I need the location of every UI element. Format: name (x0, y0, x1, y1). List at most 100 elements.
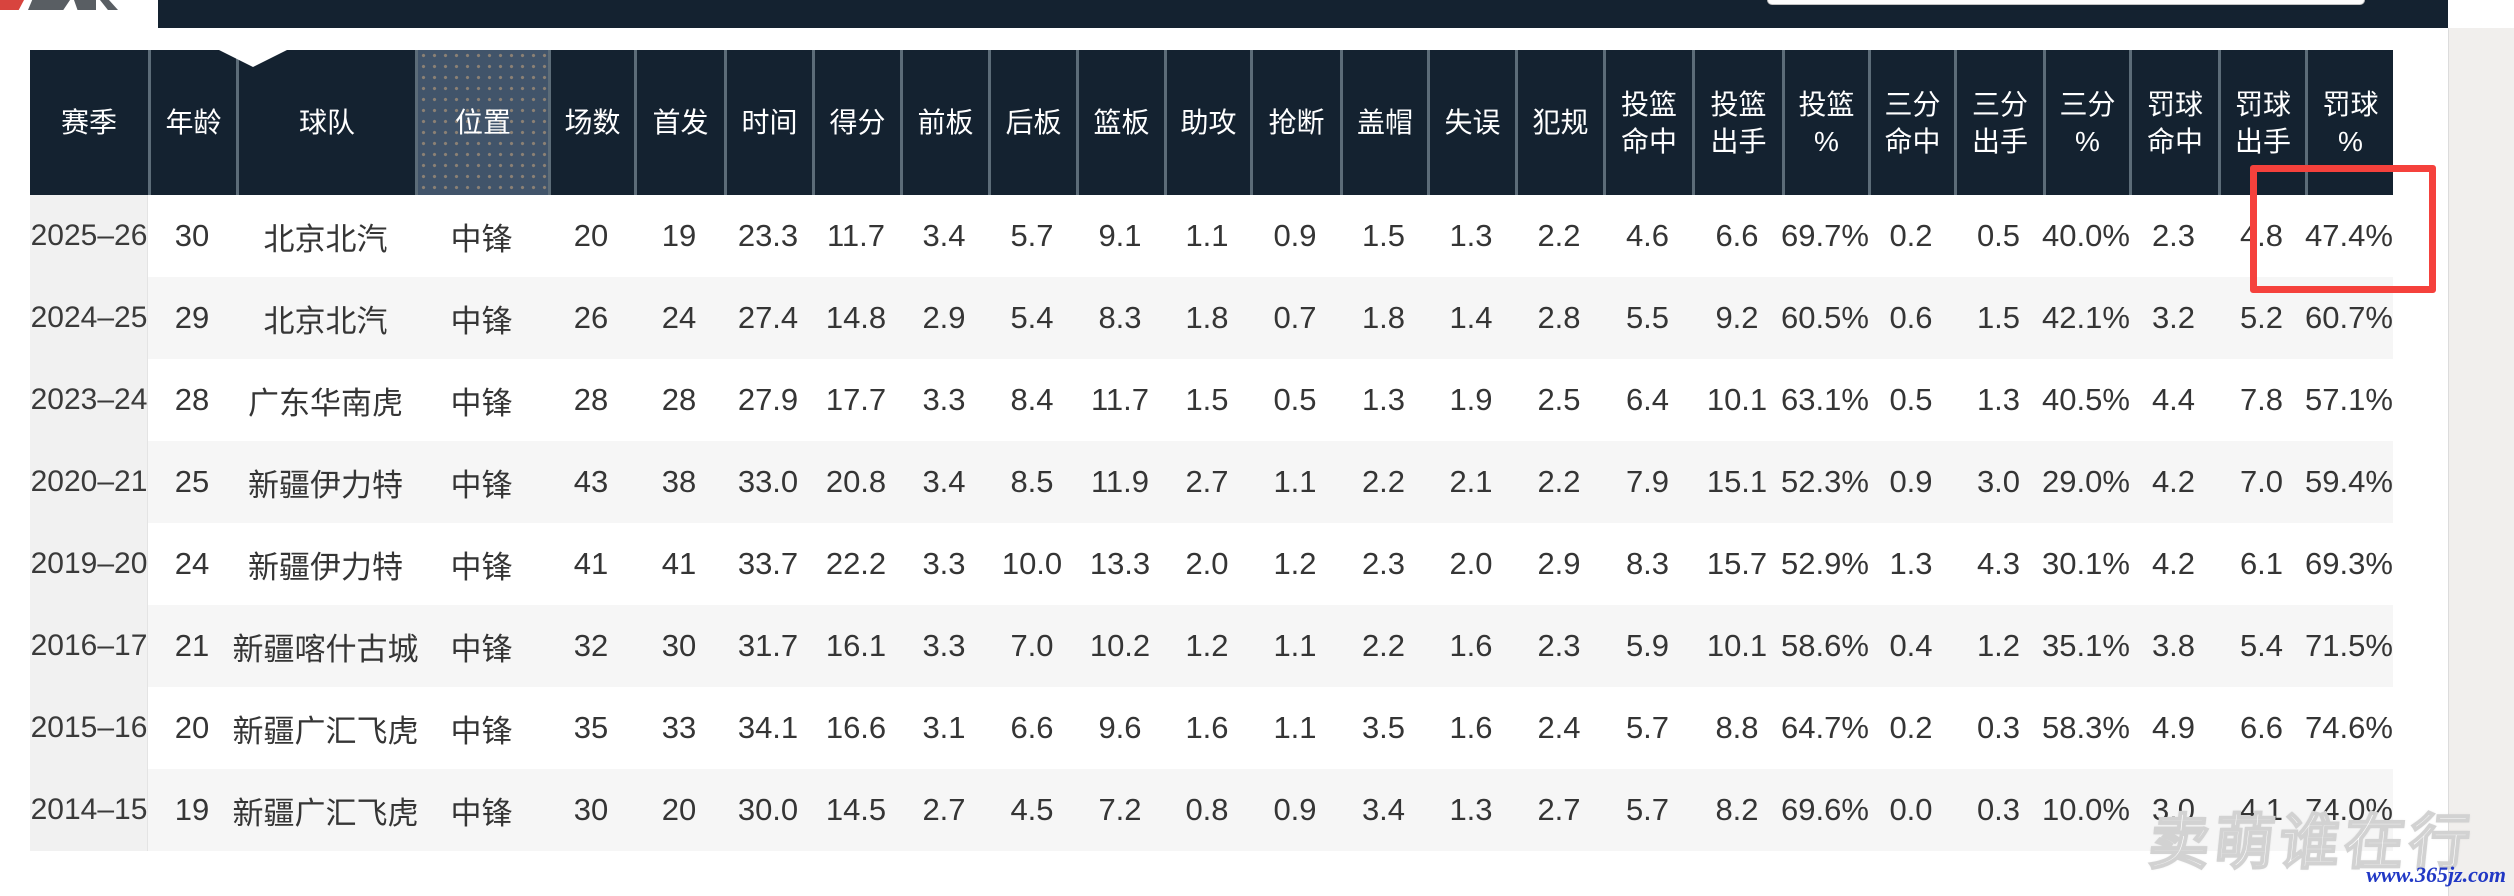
stat-cell: 0.2 (1889, 710, 1933, 745)
column-header-22[interactable]: 三分 % (2043, 50, 2129, 195)
column-header-7[interactable]: 时间 (724, 50, 812, 195)
column-header-15[interactable]: 失误 (1427, 50, 1515, 195)
stat-cell: 26 (573, 300, 609, 335)
stat-cell: 3.0 (1976, 464, 2021, 499)
season-cell: 2015–16 (30, 687, 148, 769)
site-logo[interactable] (0, 0, 120, 10)
stat-cell: 58.3% (2042, 710, 2130, 745)
stat-cell: 2.7 (1185, 464, 1229, 499)
table-row: 2019–20 24 新疆伊力特 中锋 41 41 33.7 22.2 3.3 10.0 13.3 2… (30, 523, 2393, 605)
column-header-13[interactable]: 抢断 (1250, 50, 1340, 195)
column-header-1[interactable]: 赛季 (30, 50, 148, 195)
stat-cell: 4.9 (2151, 710, 2196, 745)
stat-cell: 34.1 (737, 710, 799, 745)
logo-gray-shape-icon (100, 0, 118, 10)
stat-cell: 27.9 (737, 382, 799, 417)
stat-cell: 11.7 (826, 218, 886, 253)
stat-cell: 0.5 (1976, 218, 2021, 253)
stat-cell: 69.7% (1781, 218, 1869, 253)
stat-cell: 8.2 (1715, 792, 1759, 827)
column-header-8[interactable]: 得分 (812, 50, 900, 195)
stat-cell: 6.6 (1715, 218, 1759, 253)
column-header-20[interactable]: 三分 命中 (1868, 50, 1954, 195)
column-header-12[interactable]: 助攻 (1164, 50, 1250, 195)
stat-cell: 中锋 (450, 631, 513, 667)
stat-cell: 24 (174, 546, 210, 581)
stat-cell: 4.6 (1625, 218, 1670, 253)
column-header-18[interactable]: 投篮 出手 (1692, 50, 1782, 195)
stat-cell: 0.9 (1273, 792, 1317, 827)
stat-cell: 1.1 (1273, 464, 1317, 499)
stat-cell: 1.2 (1273, 546, 1317, 581)
column-header-3[interactable]: 球队 (236, 50, 415, 195)
stat-cell: 23.3 (737, 218, 799, 253)
stat-cell: 58.6% (1781, 628, 1869, 663)
stat-cell: 1.3 (1361, 382, 1406, 417)
stat-cell: 5.5 (1625, 300, 1670, 335)
season-cell: 2023–24 (30, 359, 148, 441)
column-header-23[interactable]: 罚球 命中 (2129, 50, 2218, 195)
stat-cell: 4.1 (2239, 792, 2284, 827)
stat-cell: 5.4 (1010, 300, 1054, 335)
column-header-10[interactable]: 后板 (988, 50, 1076, 195)
stat-cell: 3.3 (922, 382, 966, 417)
stat-cell: 35.1% (2042, 628, 2130, 663)
stat-cell: 13.3 (1089, 546, 1151, 581)
stat-cell: 28 (661, 382, 697, 417)
stat-cell: 20.8 (825, 464, 887, 499)
stat-cell: 中锋 (450, 221, 513, 257)
stat-cell: 0.3 (1976, 710, 2021, 745)
stat-cell: 38 (661, 464, 697, 499)
stat-cell: 2.3 (2151, 218, 2196, 253)
stat-cell: 21 (174, 628, 210, 663)
column-header-4[interactable]: 位置 (415, 50, 548, 195)
stat-cell: 6.6 (1010, 710, 1054, 745)
stat-cell: 64.7% (1781, 710, 1869, 745)
column-header-6[interactable]: 首发 (634, 50, 724, 195)
column-header-16[interactable]: 犯规 (1515, 50, 1603, 195)
stat-cell: 59.4% (2305, 464, 2393, 499)
column-header-11[interactable]: 篮板 (1076, 50, 1164, 195)
stat-cell: 28 (174, 382, 210, 417)
stat-cell: 0.9 (1889, 464, 1933, 499)
table-row: 2020–21 25 新疆伊力特 中锋 43 38 33.0 20.8 3.4 8.5 11.9 2.… (30, 441, 2393, 523)
stat-cell: 9.2 (1715, 300, 1759, 335)
logo-gray-shape-icon (28, 0, 70, 10)
stat-cell: 1.3 (1449, 792, 1493, 827)
stat-cell: 1.9 (1449, 382, 1493, 417)
stat-cell: 2.0 (1449, 546, 1493, 581)
stat-cell: 74.6% (2305, 710, 2393, 745)
column-header-19[interactable]: 投篮 % (1782, 50, 1868, 195)
stat-cell: 9.1 (1098, 218, 1142, 253)
stat-cell: 42.1% (2042, 300, 2130, 335)
stat-cell: 7.0 (1010, 628, 1054, 663)
stat-cell: 74.0% (2305, 792, 2393, 827)
stat-cell: 15.7 (1706, 546, 1768, 581)
stat-cell: 43 (573, 464, 609, 499)
column-header-2[interactable]: 年龄 (148, 50, 236, 195)
season-cell: 2020–21 (30, 441, 148, 523)
stat-cell: 1.6 (1449, 710, 1493, 745)
column-header-9[interactable]: 前板 (900, 50, 988, 195)
search-input[interactable] (1767, 0, 2365, 5)
stat-cell: 2.4 (1537, 710, 1581, 745)
stat-cell: 0.5 (1273, 382, 1317, 417)
stat-cell: 69.6% (1781, 792, 1869, 827)
table-row: 2016–17 21 新疆喀什古城 中锋 32 30 31.7 16.1 3.3 7.0 10.2 1… (30, 605, 2393, 687)
stat-cell: 25 (174, 464, 210, 499)
stat-cell: 中锋 (450, 467, 513, 503)
column-header-5[interactable]: 场数 (548, 50, 634, 195)
stat-cell: 2.2 (1361, 628, 1406, 663)
season-cell: 2014–15 (30, 769, 148, 851)
column-header-17[interactable]: 投篮 命中 (1603, 50, 1692, 195)
stat-cell: 10.1 (1706, 382, 1768, 417)
stat-cell: 0.9 (1273, 218, 1317, 253)
stat-cell: 1.1 (1273, 628, 1317, 663)
stat-cell: 0.7 (1273, 300, 1317, 335)
stat-cell: 28 (573, 382, 609, 417)
column-header-21[interactable]: 三分 出手 (1954, 50, 2043, 195)
stat-cell: 2.2 (1361, 464, 1406, 499)
stat-cell: 60.7% (2305, 300, 2393, 335)
column-header-14[interactable]: 盖帽 (1340, 50, 1427, 195)
stat-cell: 60.5% (1781, 300, 1869, 335)
